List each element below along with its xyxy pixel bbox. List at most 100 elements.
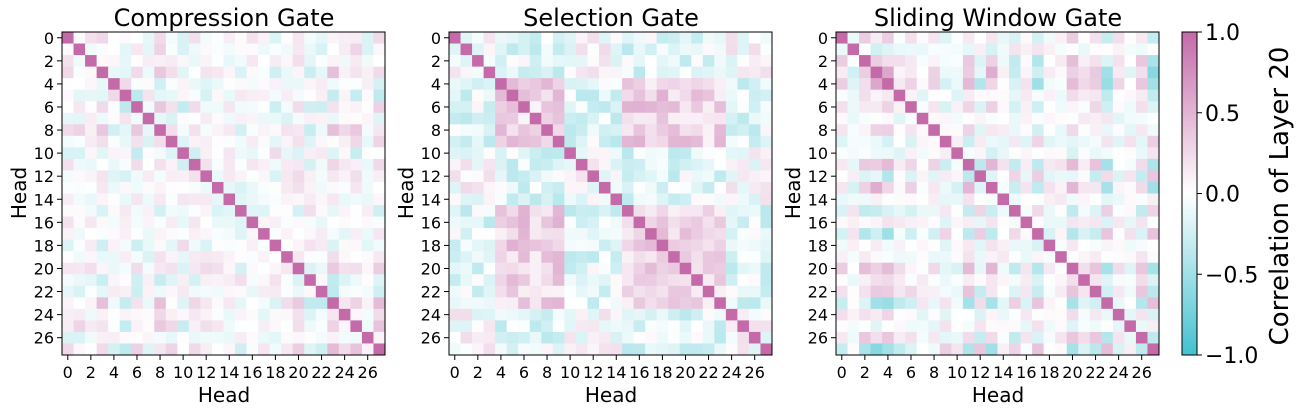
heatmap-cell [1078, 205, 1091, 217]
heatmap-cell [1147, 101, 1160, 114]
heatmap-cell [679, 285, 692, 298]
y-tick-label: 0 [431, 29, 441, 48]
heatmap-cell [85, 112, 98, 125]
heatmap-cell [223, 228, 236, 241]
heatmap-cell [1089, 331, 1102, 344]
heatmap-cell [73, 205, 86, 217]
heatmap-cell [338, 216, 351, 229]
heatmap-cell [974, 124, 987, 137]
heatmap-cell [258, 308, 271, 321]
heatmap-cell [916, 181, 929, 194]
heatmap-cell [506, 320, 519, 333]
heatmap-cell [315, 135, 328, 148]
heatmap-cell [928, 158, 941, 171]
heatmap-cell [96, 124, 109, 137]
heatmap-cell [495, 193, 508, 206]
heatmap-cell [928, 135, 941, 148]
heatmap-cell [154, 285, 167, 298]
heatmap-cell [1101, 112, 1114, 125]
heatmap-cell [529, 205, 542, 217]
heatmap-cell [1089, 320, 1102, 333]
heatmap-cell [541, 262, 554, 275]
heatmap-cell [131, 193, 144, 206]
heatmap-cell [85, 239, 98, 252]
heatmap-cell [188, 147, 201, 160]
heatmap-cell [154, 112, 167, 125]
heatmap-cell [836, 112, 848, 125]
heatmap-cell [610, 55, 623, 68]
heatmap-cell [131, 251, 144, 264]
heatmap-cell [1055, 331, 1068, 344]
heatmap-cell [587, 205, 600, 217]
heatmap-cell [361, 55, 374, 68]
heatmap-cell [541, 112, 554, 125]
heatmap-cell [564, 331, 577, 344]
y-tick-label: 6 [431, 98, 441, 117]
heatmap-cell [154, 170, 167, 183]
heatmap-cell [483, 158, 496, 171]
heatmap-cell [905, 262, 918, 275]
heatmap-cell [610, 285, 623, 298]
heatmap-cell [1135, 343, 1148, 356]
heatmap-cell [1055, 320, 1068, 333]
heatmap-cell [518, 239, 531, 252]
heatmap-cell [575, 147, 588, 160]
heatmap-cell [361, 43, 374, 56]
heatmap-cell [882, 170, 895, 183]
heatmap-cell [269, 251, 282, 264]
heatmap-cell [1009, 343, 1021, 356]
heatmap-cell [610, 239, 623, 252]
heatmap-cell [656, 239, 669, 252]
heatmap-cell [1020, 239, 1033, 252]
heatmap-cell [165, 331, 178, 344]
heatmap-cell [714, 297, 727, 310]
heatmap-cell [587, 66, 600, 79]
heatmap-cell [1135, 239, 1148, 252]
heatmap-cell [165, 78, 178, 91]
heatmap-cell [338, 101, 351, 114]
heatmap-cell [1089, 32, 1102, 44]
heatmap-cell [73, 320, 86, 333]
heatmap-cell [200, 320, 213, 333]
heatmap-cell [575, 308, 588, 321]
heatmap-cell [235, 89, 247, 102]
heatmap-cell [223, 147, 236, 160]
heatmap-cell [108, 89, 121, 102]
heatmap-cell [656, 181, 669, 194]
heatmap-cell [518, 66, 531, 79]
heatmap-cell [870, 308, 883, 321]
heatmap-cell [552, 55, 565, 68]
heatmap-cell [350, 158, 363, 171]
heatmap-cell [529, 285, 542, 298]
heatmap-cell [165, 112, 178, 125]
heatmap-cell [73, 216, 86, 229]
heatmap-cell [1147, 78, 1160, 91]
x-tick-label: 26 [1132, 363, 1152, 382]
heatmap-cell [1112, 193, 1125, 206]
heatmap-cell [327, 193, 340, 206]
heatmap-cell [131, 135, 144, 148]
heatmap-cell [974, 274, 987, 287]
heatmap-cell [691, 285, 704, 298]
heatmap-cell [951, 228, 964, 241]
heatmap-cell [1020, 112, 1033, 125]
heatmap-cell [1032, 55, 1045, 68]
heatmap-cell [725, 181, 738, 194]
heatmap-cell [587, 239, 600, 252]
heatmap-cell [304, 251, 317, 264]
heatmap-cell [62, 262, 74, 275]
heatmap-cell [211, 101, 224, 114]
heatmap-cell [1089, 343, 1102, 356]
heatmap-cell [748, 135, 761, 148]
heatmap-cell [131, 343, 144, 356]
heatmap-cell [1135, 285, 1148, 298]
heatmap-cell [702, 285, 715, 298]
heatmap-cell [997, 308, 1010, 321]
heatmap-cell [269, 331, 282, 344]
heatmap-cell [1147, 158, 1160, 171]
heatmap-cell [62, 193, 74, 206]
heatmap-cell [679, 262, 692, 275]
heatmap-cell [281, 320, 294, 333]
heatmap-cell [506, 285, 519, 298]
heatmap-cell [1066, 308, 1079, 321]
